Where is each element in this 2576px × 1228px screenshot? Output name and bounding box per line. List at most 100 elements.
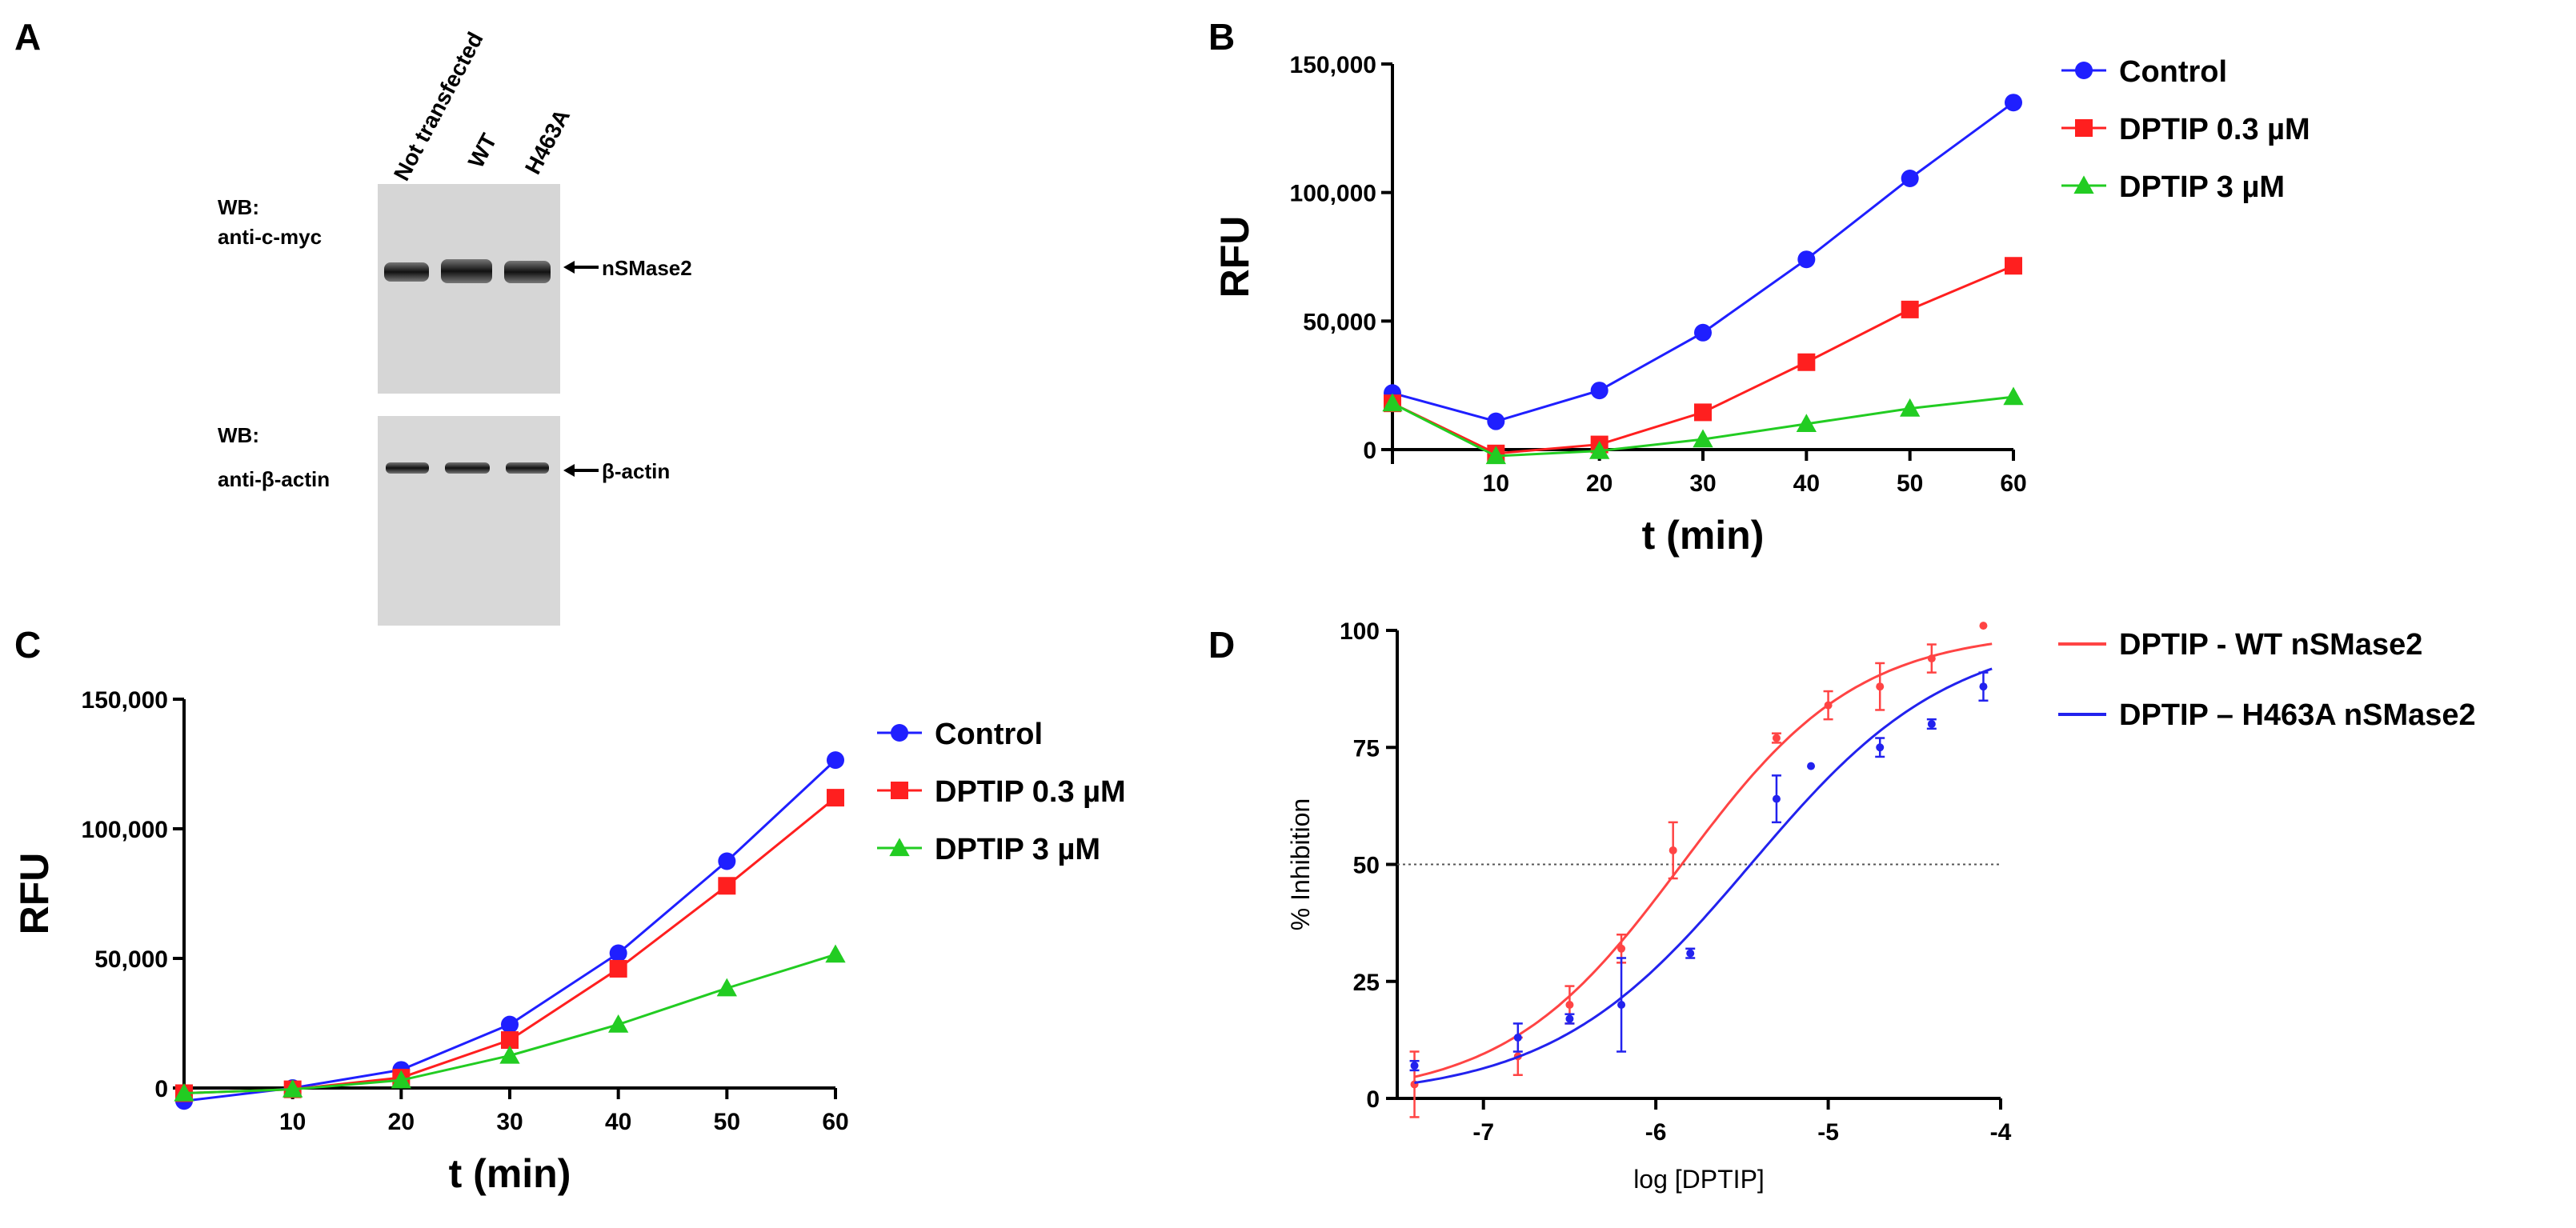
blot-membrane-c-myc xyxy=(378,184,560,394)
data-point xyxy=(2003,386,2024,406)
panel-c: C 0 50,000 100,000 150,000 10 20 30 40 50 60 t (mi… xyxy=(12,624,1126,1196)
data-point xyxy=(1807,762,1816,770)
data-point xyxy=(1876,682,1885,691)
y-tick-label: 0 xyxy=(154,1076,168,1102)
data-point xyxy=(1772,734,1781,742)
data-point xyxy=(1485,446,1506,465)
data-point xyxy=(1565,1001,1574,1009)
legend-marker xyxy=(891,782,908,799)
y-tick-label: 100,000 xyxy=(82,817,168,843)
band-nsmase2-h463a xyxy=(504,261,551,283)
data-point xyxy=(1901,169,1919,187)
x-tick-label: 60 xyxy=(822,1109,848,1135)
data-point xyxy=(718,852,736,870)
x-tick-label: 30 xyxy=(1689,470,1716,497)
y-tick-label: 0 xyxy=(1366,1086,1380,1113)
x-tick-label: -6 xyxy=(1645,1119,1667,1146)
data-point xyxy=(282,1078,303,1098)
data-point xyxy=(1979,682,1988,691)
data-point xyxy=(1797,250,1816,269)
data-point xyxy=(1694,323,1712,342)
chart-c: 0 50,000 100,000 150,000 10 20 30 40 50 60 t (min)… xyxy=(12,687,1126,1196)
panel-d-letter: D xyxy=(1208,624,1235,666)
y-tick-label: 150,000 xyxy=(82,687,168,714)
data-point xyxy=(1617,944,1626,953)
data-point xyxy=(501,1031,519,1050)
y-tick-label: 100 xyxy=(1340,618,1380,645)
data-point xyxy=(1694,403,1712,422)
legend-marker xyxy=(2075,62,2093,79)
x-tick-label: 50 xyxy=(714,1109,740,1135)
chart-d: 0 25 50 75 100 -7 -6 -5 -4 log [DPTIP] % Inhibitio… xyxy=(1286,618,2476,1194)
series-0 xyxy=(1409,622,1993,1118)
y-axis-label: RFU xyxy=(12,853,57,935)
legend-label: Control xyxy=(2119,55,2227,89)
band-label-nsmase2: nSMase2 xyxy=(602,256,692,280)
data-point xyxy=(827,751,844,770)
data-point xyxy=(1382,393,1403,412)
blot1-antibody-label: anti-c-myc xyxy=(218,225,322,249)
x-tick-label: -5 xyxy=(1817,1119,1839,1146)
data-point xyxy=(1565,1014,1574,1023)
data-point xyxy=(1686,949,1695,958)
data-point xyxy=(1487,412,1505,430)
y-tick-label: 50,000 xyxy=(94,946,168,973)
legend-label: DPTIP 3 µM xyxy=(2119,170,2285,204)
legend-label: Control xyxy=(935,718,1043,751)
panel-b-letter: B xyxy=(1208,16,1235,58)
data-point xyxy=(1927,654,1936,663)
x-axis-label: t (min) xyxy=(1642,513,1765,558)
panel-c-letter: C xyxy=(14,624,41,666)
band-actin-not-transfected xyxy=(386,462,429,474)
series-2 xyxy=(1382,386,2024,465)
data-point xyxy=(499,1045,520,1064)
legend-label: DPTIP - WT nSMase2 xyxy=(2119,628,2422,662)
y-tick-label: 25 xyxy=(1353,970,1380,996)
band-nsmase2-not-transfected xyxy=(384,262,429,282)
data-point xyxy=(2005,257,2022,275)
band-nsmase2-wt xyxy=(441,259,492,283)
panel-b: B 0 50,000 100,000 150,000 10 20 30 40 50 60 t (mi… xyxy=(1208,16,2310,558)
data-point xyxy=(608,1014,629,1033)
data-point xyxy=(1693,429,1713,448)
data-point xyxy=(174,1082,194,1102)
fit-curve xyxy=(1414,667,1993,1084)
legend-label: DPTIP – H463A nSMase2 xyxy=(2119,698,2476,732)
data-point xyxy=(1927,720,1936,728)
blot1-wb-label: WB: xyxy=(218,195,259,219)
data-point xyxy=(716,978,737,997)
y-tick-label: 50,000 xyxy=(1303,309,1376,335)
y-tick-label: 0 xyxy=(1363,438,1376,464)
legend-marker xyxy=(2073,175,2094,194)
data-point xyxy=(2005,94,2022,112)
lane-label-wt: WT xyxy=(463,130,502,172)
data-point xyxy=(1589,440,1610,459)
data-point xyxy=(501,1015,519,1034)
x-tick-label: -7 xyxy=(1472,1119,1494,1146)
x-tick-label: 40 xyxy=(605,1109,631,1135)
legend-label: DPTIP 0.3 µM xyxy=(2119,113,2310,146)
series-2 xyxy=(174,944,846,1102)
data-point xyxy=(1590,382,1608,400)
data-point xyxy=(1901,300,1919,318)
data-point xyxy=(609,959,627,978)
data-point xyxy=(825,944,846,963)
series-0 xyxy=(1384,94,2022,430)
data-point xyxy=(1797,353,1816,371)
y-tick-label: 75 xyxy=(1353,735,1380,762)
panel-a-letter: A xyxy=(14,16,41,58)
y-axis-label: % Inhibition xyxy=(1286,798,1315,930)
series-line xyxy=(1392,264,2014,455)
lane-label-h463a: H463A xyxy=(520,105,575,178)
data-point xyxy=(827,789,844,807)
y-tick-label: 100,000 xyxy=(1290,181,1376,207)
blot-membrane-beta-actin xyxy=(378,416,560,626)
arrow-head-nsmase2-icon xyxy=(563,261,575,274)
x-tick-label: -4 xyxy=(1990,1119,2012,1146)
x-tick-label: 10 xyxy=(1483,470,1509,497)
y-tick-label: 150,000 xyxy=(1290,52,1376,78)
x-axis-label: log [DPTIP] xyxy=(1633,1165,1765,1194)
blot2-wb-label: WB: xyxy=(218,423,259,447)
data-point xyxy=(609,944,627,962)
series-1 xyxy=(1409,667,1993,1084)
